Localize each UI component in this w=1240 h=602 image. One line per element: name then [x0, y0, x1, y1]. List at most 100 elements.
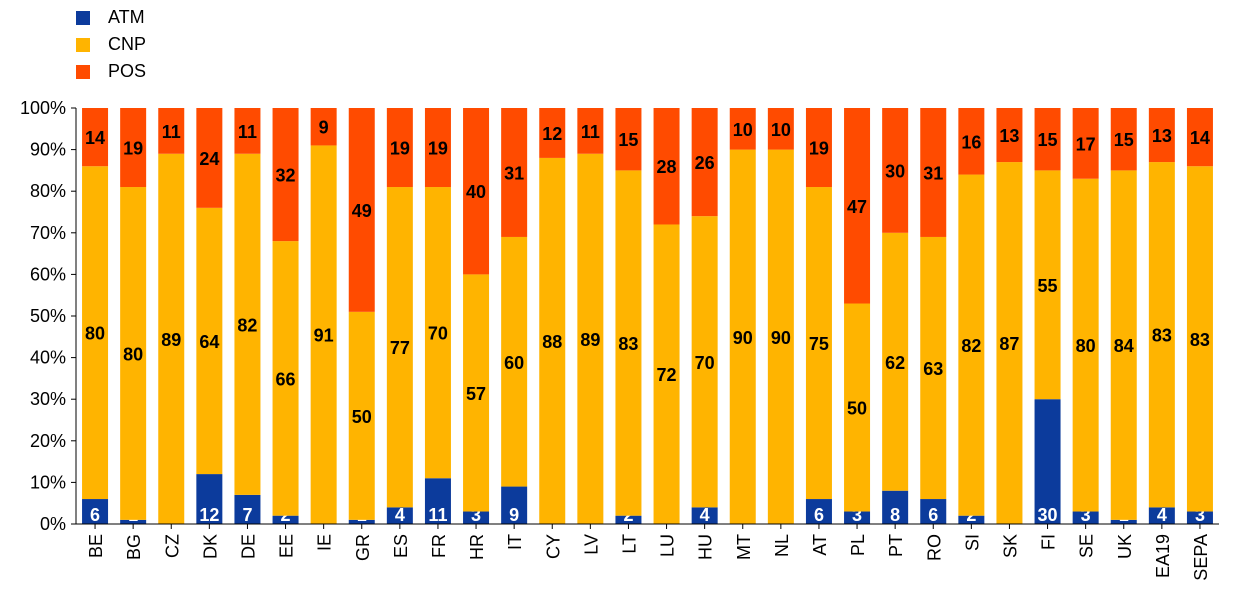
bar-segment-atm	[805, 499, 832, 524]
data-label-cnp: 80	[1076, 336, 1096, 356]
bar-segment-pos	[882, 108, 909, 233]
data-label-atm: 4	[395, 505, 405, 525]
x-tick-label: IE	[315, 534, 335, 551]
bar-segment-cnp	[1072, 178, 1099, 512]
legend-item-cnp: CNP	[76, 31, 146, 58]
bar-segment-pos	[1034, 108, 1061, 171]
x-tick-label: LU	[658, 534, 678, 557]
y-tick-label: 10%	[30, 472, 66, 492]
bar-segment-cnp	[958, 174, 985, 516]
data-label-pos: 49	[352, 201, 372, 221]
data-label-atm: 6	[814, 505, 824, 525]
x-tick-label: ES	[391, 534, 411, 558]
x-tick-label: CZ	[162, 534, 182, 558]
x-tick-label: PT	[886, 534, 906, 557]
data-label-cnp: 80	[123, 344, 143, 364]
bar-segment-cnp	[120, 187, 147, 520]
legend-label-cnp: CNP	[108, 34, 147, 54]
bar-segment-pos	[1110, 108, 1137, 171]
bar-segment-pos	[348, 108, 375, 312]
x-tick-label: HR	[467, 534, 487, 560]
data-label-pos: 26	[695, 153, 715, 173]
bar-segment-pos	[539, 108, 566, 158]
y-tick-label: 100%	[20, 98, 66, 118]
bar-segment-atm	[1072, 511, 1099, 524]
data-label-pos: 16	[961, 132, 981, 152]
bar-segment-pos	[501, 108, 528, 237]
data-label-cnp: 80	[85, 324, 105, 344]
x-tick-label: MT	[734, 534, 754, 560]
data-label-pos: 40	[466, 182, 486, 202]
y-tick-label: 40%	[30, 348, 66, 368]
data-label-cnp: 75	[809, 334, 829, 354]
bar-segment-cnp	[424, 187, 451, 479]
bar-segment-pos	[767, 108, 794, 150]
bar-segment-atm	[920, 499, 947, 524]
data-label-cnp: 57	[466, 384, 486, 404]
bar-segment-pos	[1072, 108, 1099, 179]
data-label-atm: 6	[928, 505, 938, 525]
y-tick-label: 30%	[30, 389, 66, 409]
data-label-pos: 47	[847, 197, 867, 217]
data-label-pos: 15	[1038, 130, 1058, 150]
data-label-cnp: 72	[657, 365, 677, 385]
bar-segment-cnp	[729, 149, 756, 524]
data-label-pos: 31	[923, 163, 943, 183]
x-tick-label: UK	[1115, 534, 1135, 559]
bar-segment-pos	[463, 108, 490, 275]
y-tick-label: 0%	[40, 514, 66, 534]
data-label-atm: 9	[509, 505, 519, 525]
y-tick-label: 60%	[30, 264, 66, 284]
x-tick-label: SK	[1000, 534, 1020, 558]
data-label-atm: 6	[90, 505, 100, 525]
data-label-cnp: 83	[618, 334, 638, 354]
bar-segment-cnp	[539, 157, 566, 525]
data-label-pos: 9	[319, 118, 329, 138]
legend-swatch-pos	[76, 64, 90, 79]
bar-segment-pos	[996, 108, 1023, 163]
data-label-cnp: 82	[961, 336, 981, 356]
data-label-cnp: 55	[1038, 276, 1058, 296]
bar-segment-atm	[958, 515, 985, 524]
data-label-cnp: 87	[999, 334, 1019, 354]
bar-segment-atm	[1186, 511, 1213, 524]
bar-segment-cnp	[1148, 162, 1175, 508]
bar-segment-pos	[844, 108, 871, 304]
data-label-atm: 12	[199, 505, 219, 525]
data-label-pos: 31	[504, 163, 524, 183]
bar-segment-cnp	[1110, 170, 1137, 520]
data-label-atm: 8	[890, 505, 900, 525]
data-label-pos: 14	[1190, 128, 1210, 148]
data-label-cnp: 64	[199, 332, 219, 352]
bar-segment-atm	[615, 515, 642, 524]
x-tick-label: BG	[124, 534, 144, 560]
data-label-atm: 7	[242, 505, 252, 525]
y-tick-label: 50%	[30, 306, 66, 326]
y-tick-label: 70%	[30, 223, 66, 243]
bar-segment-cnp	[463, 274, 490, 512]
bar-segment-pos	[691, 108, 718, 217]
data-label-pos: 19	[809, 139, 829, 159]
data-label-cnp: 83	[1152, 326, 1172, 346]
bar-segment-pos	[424, 108, 451, 188]
data-label-pos: 19	[428, 139, 448, 159]
data-label-atm: 4	[1157, 505, 1167, 525]
bar-segment-atm	[272, 515, 299, 524]
bar-segment-atm	[691, 507, 718, 524]
bar-segment-cnp	[882, 232, 909, 491]
data-label-pos: 11	[162, 122, 181, 142]
data-label-cnp: 63	[923, 359, 943, 379]
bar-segment-cnp	[1186, 166, 1213, 512]
bar-segment-pos	[234, 108, 261, 154]
x-tick-label: GR	[353, 534, 373, 561]
bar-segment-cnp	[653, 224, 680, 525]
bar-segment-atm	[463, 511, 490, 524]
bar-segment-pos	[1148, 108, 1175, 163]
data-label-cnp: 66	[276, 369, 296, 389]
y-tick-label: 20%	[30, 431, 66, 451]
data-label-atm: 11	[428, 505, 447, 525]
bar-segment-cnp	[844, 303, 871, 512]
data-label-cnp: 84	[1114, 336, 1134, 356]
legend-item-atm: ATM	[76, 4, 146, 31]
x-tick-label: RO	[924, 534, 944, 561]
